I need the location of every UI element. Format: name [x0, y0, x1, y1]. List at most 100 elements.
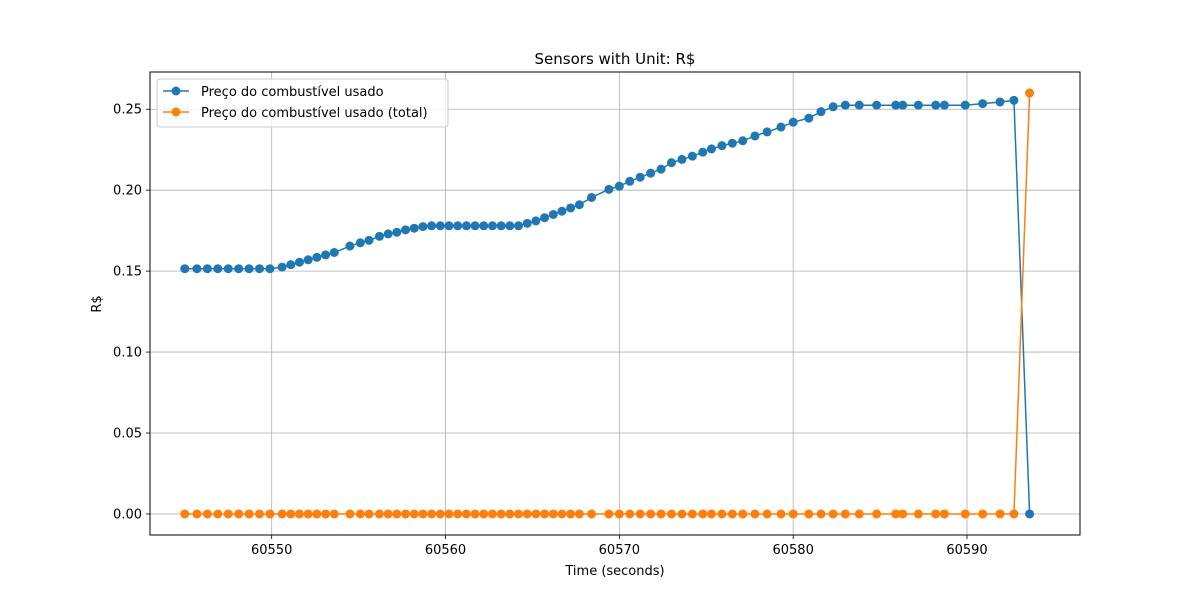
series-1-point	[345, 241, 355, 251]
series-1-point	[470, 221, 480, 231]
series-2-point	[828, 509, 838, 519]
series-1-point	[727, 138, 737, 148]
series-2-point	[312, 509, 322, 519]
series-1-point	[213, 264, 223, 274]
series-2-point	[677, 509, 687, 519]
series-1-point	[566, 203, 576, 213]
series-2-point	[444, 509, 454, 519]
series-1-point	[913, 100, 923, 110]
series-1-point	[192, 264, 202, 274]
series-2-point	[522, 509, 532, 519]
series-1-point	[461, 221, 471, 231]
series-1-point	[788, 117, 798, 127]
series-1-point	[1009, 95, 1019, 105]
series-2-point	[418, 509, 428, 519]
series-1-point	[427, 221, 437, 231]
series-2-point	[717, 509, 727, 519]
series-2-point	[854, 509, 864, 519]
series-1-point	[666, 158, 676, 168]
series-2-point	[978, 509, 988, 519]
series-1-point	[505, 221, 515, 231]
series-2-point	[574, 509, 584, 519]
y-tick-label: 0.10	[113, 346, 142, 361]
series-2-point	[435, 509, 445, 519]
series-2-point	[286, 509, 296, 519]
series-2-point	[383, 509, 393, 519]
series-1-point	[931, 100, 941, 110]
series-2-point	[960, 509, 970, 519]
series-2-point	[540, 509, 550, 519]
series-2-point	[461, 509, 471, 519]
legend-box	[156, 78, 449, 128]
series-1-point	[244, 264, 254, 274]
series-2-point	[213, 509, 223, 519]
series-2-point	[202, 509, 212, 519]
series-1-point	[614, 181, 624, 191]
x-tick-label: 60570	[599, 543, 640, 558]
series-1-point	[646, 168, 656, 178]
series-2-point	[321, 509, 331, 519]
series-1-point	[625, 176, 635, 186]
series-2-point	[496, 509, 506, 519]
series-2-point	[453, 509, 463, 519]
series-1-point	[776, 122, 786, 132]
y-tick-label: 0.25	[113, 103, 142, 118]
series-2-point	[234, 509, 244, 519]
series-2-point	[931, 509, 941, 519]
series-2-point	[738, 509, 748, 519]
legend-label-series-1: Preço do combustível usado	[201, 85, 384, 100]
series-2-point	[698, 509, 708, 519]
series-1-point	[401, 225, 411, 235]
series-1-point	[604, 184, 614, 194]
legend-marker-orange	[171, 107, 181, 117]
series-2-point	[776, 509, 786, 519]
x-axis-title: Time (seconds)	[564, 564, 664, 579]
series-1-point	[635, 172, 645, 182]
series-1-point	[531, 216, 541, 226]
series-2-point	[1025, 88, 1035, 98]
series-1-point	[286, 260, 296, 270]
y-axis-title: R$	[90, 295, 105, 312]
series-2-point	[625, 509, 635, 519]
series-2-point	[294, 509, 304, 519]
series-1-point	[409, 223, 419, 233]
series-2-point	[788, 509, 798, 519]
series-2-point	[401, 509, 411, 519]
series-2-point	[244, 509, 254, 519]
plot-frame	[149, 71, 1081, 536]
series-1-point	[364, 235, 374, 245]
series-2-point	[666, 509, 676, 519]
series-2-point	[329, 509, 339, 519]
series-2-point	[913, 509, 923, 519]
series-1-point	[277, 262, 287, 272]
series-2-point	[265, 509, 275, 519]
series-1-point	[574, 200, 584, 210]
series-1-point	[804, 113, 814, 123]
series-1-point	[202, 264, 212, 274]
series-2-point	[531, 509, 541, 519]
series-1-point	[677, 154, 687, 164]
grid	[150, 72, 1080, 535]
series-2-point	[192, 509, 202, 519]
series-1-point	[854, 100, 864, 110]
series-1-point	[435, 221, 445, 231]
series-1-point	[828, 102, 838, 112]
series-2-point	[255, 509, 265, 519]
series-1-point	[234, 264, 244, 274]
series-2-point	[995, 509, 1005, 519]
series-2-point	[604, 509, 614, 519]
series-2-point	[364, 509, 374, 519]
series-1-point	[706, 144, 716, 154]
chart-title: Sensors with Unit: R$	[535, 50, 696, 68]
series-2-point	[646, 509, 656, 519]
axis-ticks: 60550 60560 60570 60580 60590 0.00 0.05 0.10 0.1…	[113, 103, 988, 558]
series-1-point	[453, 221, 463, 231]
series-2-point	[566, 509, 576, 519]
series-1-point	[587, 192, 597, 202]
series-1-point	[995, 97, 1005, 107]
series-2-point	[706, 509, 716, 519]
series-1-point	[255, 264, 265, 274]
y-tick-label: 0.00	[113, 507, 142, 522]
series-2-point	[587, 509, 597, 519]
series-1-point	[418, 222, 428, 232]
